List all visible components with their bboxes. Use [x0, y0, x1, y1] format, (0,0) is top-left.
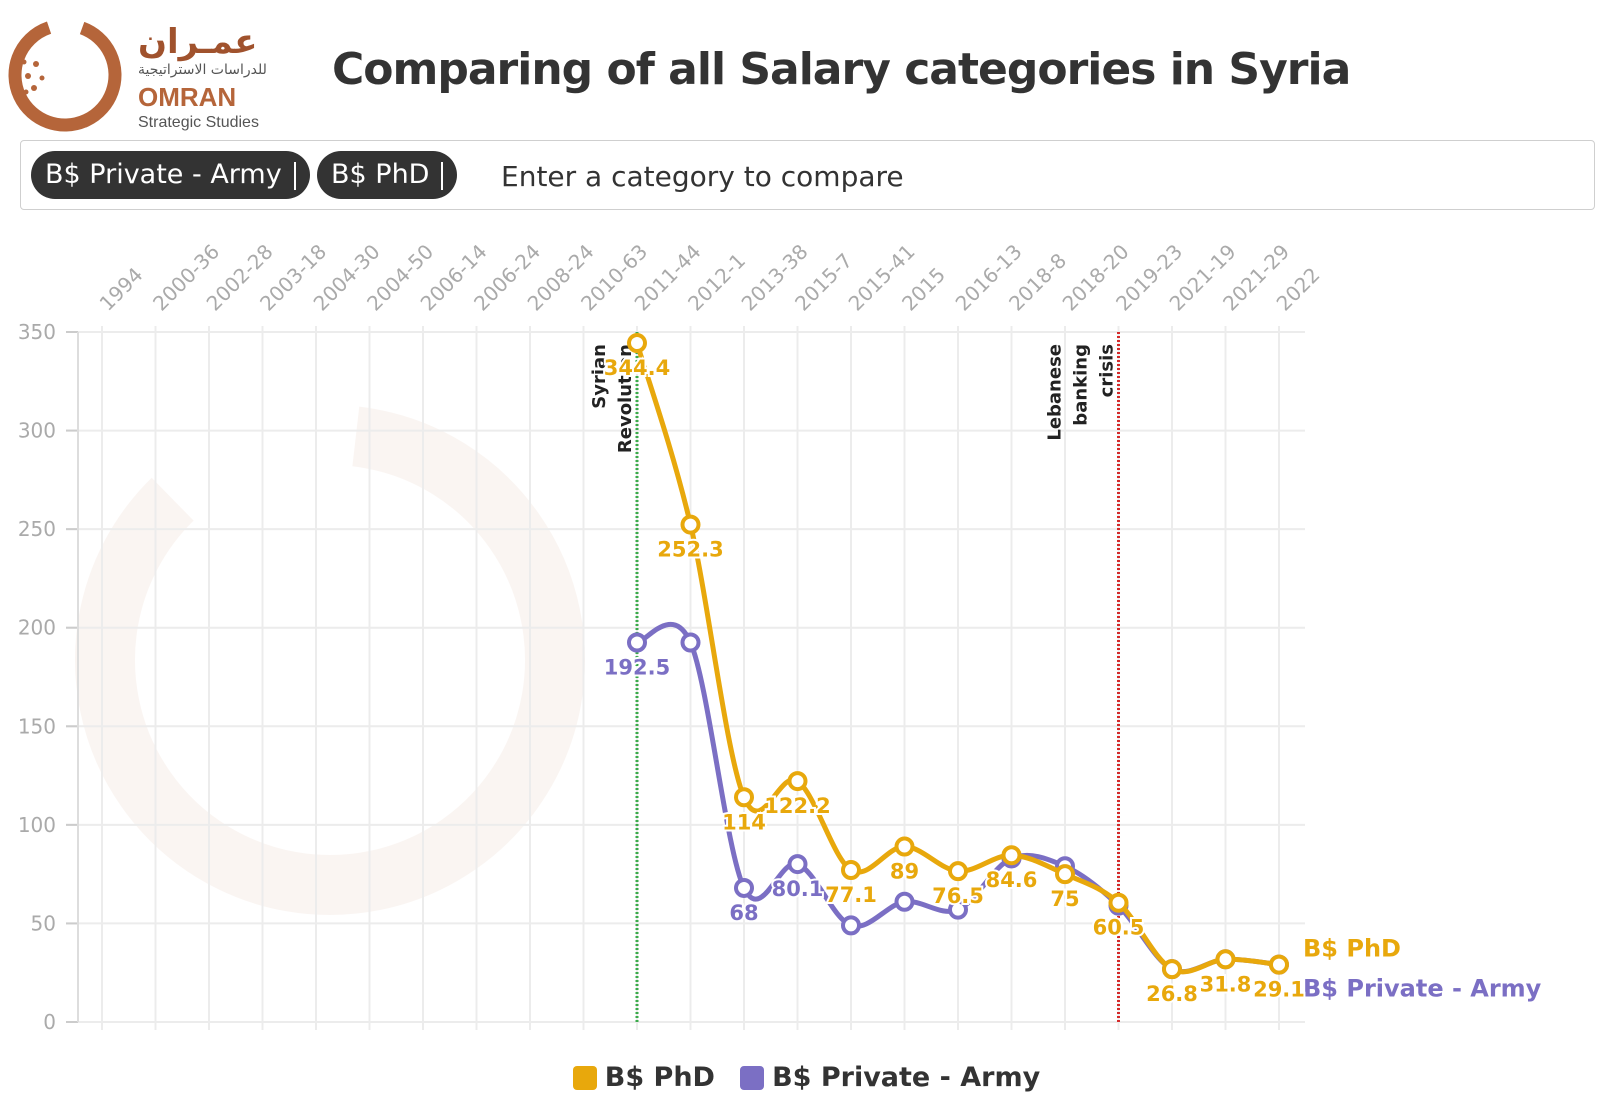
legend-label-army: B$ Private - Army: [772, 1062, 1041, 1093]
search-input[interactable]: [499, 153, 1203, 199]
logo-arabic-name: عمـران: [138, 22, 258, 62]
data-point: [1108, 892, 1129, 913]
y-tick-label: 350: [18, 320, 56, 344]
omran-ring-icon: [8, 18, 122, 132]
x-tick-label: 1994: [95, 263, 148, 316]
data-label: 252.3: [657, 538, 723, 562]
data-point: [841, 860, 861, 881]
data-label: 26.8: [1146, 982, 1198, 1006]
annotation-label: Revolution: [615, 344, 636, 453]
omran-watermark: [75, 405, 585, 915]
data-point: [1162, 959, 1182, 980]
y-tick-label: 50: [31, 911, 56, 935]
logo-english-sub: Strategic Studies: [138, 114, 259, 131]
data-point: [894, 836, 915, 857]
data-label: 89: [890, 860, 919, 884]
legend-item-phd[interactable]: B$ PhD: [572, 1062, 715, 1093]
data-label: 29.1: [1253, 978, 1305, 1002]
data-label: 122.2: [764, 794, 830, 818]
data-label: 75: [1050, 887, 1079, 911]
data-point: [841, 915, 861, 936]
data-label: 84.6: [986, 868, 1038, 892]
data-label: 60.5: [1093, 916, 1145, 940]
data-point: [1269, 954, 1289, 975]
y-tick-label: 150: [18, 714, 56, 738]
data-point: [680, 514, 701, 535]
series-end-label: B$ PhD: [1303, 935, 1401, 963]
data-label: 31.8: [1200, 972, 1252, 996]
data-point: [787, 854, 808, 875]
omran-logo: عمـران للدراسات الاستراتيجية OMRAN Strat…: [0, 8, 290, 138]
data-point: [1001, 845, 1022, 866]
logo-arabic-sub: للدراسات الاستراتيجية: [138, 62, 267, 78]
annotation-label: banking: [1071, 344, 1092, 426]
chip-remove-handle[interactable]: [441, 161, 444, 190]
data-label: 68: [729, 901, 758, 925]
chip-label: B$ Private - Army: [45, 159, 282, 190]
data-label: 80.1: [772, 877, 824, 901]
legend-item-army[interactable]: B$ Private - Army: [740, 1062, 1040, 1093]
chip-remove-handle[interactable]: [293, 161, 296, 190]
chart-legend: B$ PhD B$ Private - Army: [0, 1062, 1613, 1094]
data-point: [680, 632, 701, 653]
data-point: [1055, 864, 1075, 885]
data-point: [734, 787, 754, 808]
data-point: [734, 877, 754, 898]
data-point: [1215, 949, 1236, 970]
data-point: [948, 861, 968, 882]
legend-label-phd: B$ PhD: [604, 1062, 715, 1093]
chip-label: B$ PhD: [331, 159, 430, 190]
legend-swatch-phd: [572, 1065, 597, 1090]
data-label: 76.5: [932, 884, 984, 908]
data-point: [894, 891, 915, 912]
series-end-label: B$ Private - Army: [1303, 975, 1542, 1003]
category-search-bar[interactable]: B$ Private - Army B$ PhD: [20, 140, 1595, 210]
legend-swatch-army: [740, 1065, 765, 1090]
data-point: [627, 632, 647, 653]
y-tick-label: 200: [18, 616, 56, 640]
y-tick-label: 300: [18, 419, 56, 443]
logo-english-name: OMRAN: [138, 82, 237, 112]
data-point: [627, 333, 647, 354]
data-point: [787, 771, 808, 792]
chip-phd[interactable]: B$ PhD: [317, 151, 458, 199]
data-label: 114: [722, 810, 766, 834]
annotation-label: Lebanese: [1045, 344, 1066, 441]
y-tick-label: 100: [18, 813, 56, 837]
y-tick-label: 0: [43, 1010, 56, 1034]
data-label: 77.1: [825, 883, 877, 907]
y-tick-label: 250: [18, 517, 56, 541]
annotation-label: Syrian: [589, 344, 610, 409]
page-title: Comparing of all Salary categories in Sy…: [332, 44, 1351, 95]
data-label: 192.5: [604, 656, 670, 680]
data-label: 344.4: [604, 356, 670, 380]
annotation-label: crisis: [1097, 344, 1118, 397]
chip-private-army[interactable]: B$ Private - Army: [31, 151, 310, 199]
data-point: [948, 899, 968, 920]
